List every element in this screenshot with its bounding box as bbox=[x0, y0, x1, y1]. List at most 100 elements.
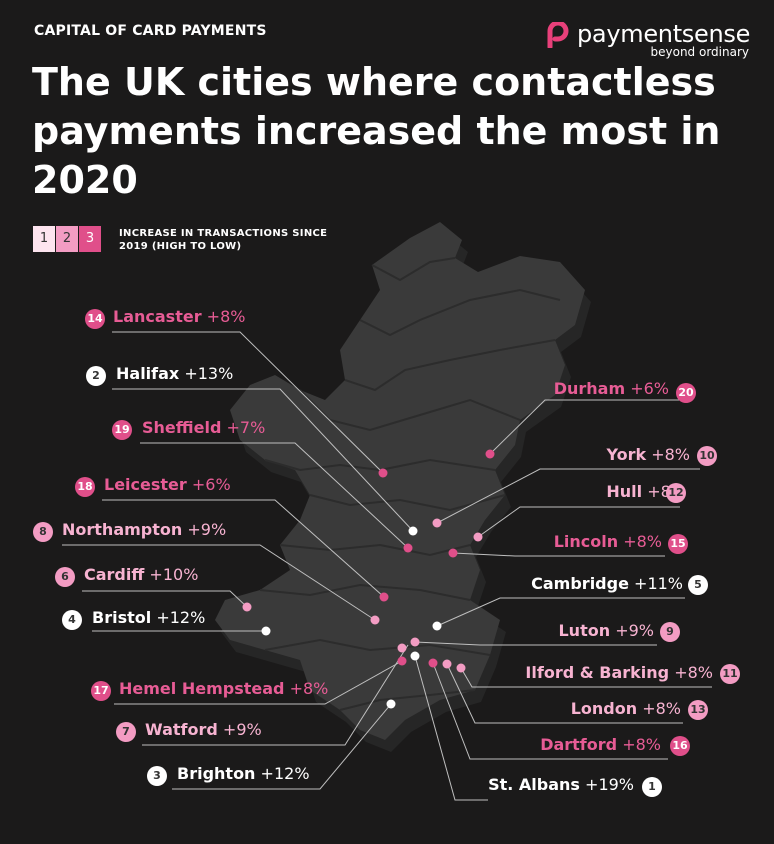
city-name: Hemel Hempstead bbox=[119, 679, 285, 698]
legend-tier-2: 2 bbox=[56, 226, 78, 252]
dot-bristol bbox=[261, 626, 271, 636]
leader-cambridge bbox=[436, 597, 685, 627]
city-label-bristol: Bristol +12% bbox=[92, 608, 205, 628]
rank-badge-brighton: 3 bbox=[147, 766, 167, 786]
legend-text: INCREASE IN TRANSACTIONS SINCE 2019 (HIG… bbox=[119, 228, 328, 252]
city-change: +6% bbox=[191, 475, 231, 494]
city-dots bbox=[242, 449, 495, 709]
dot-york bbox=[432, 518, 442, 528]
rank-badge-lincoln: 15 bbox=[668, 534, 688, 554]
rank-badge-leicester: 18 bbox=[75, 477, 95, 497]
city-name: London bbox=[570, 699, 638, 718]
city-change: +8% bbox=[642, 699, 681, 718]
leader-watford bbox=[142, 644, 409, 746]
dot-cambridge bbox=[432, 621, 442, 631]
city-label-lancaster: Lancaster +8% bbox=[113, 307, 245, 327]
city-label-leicester: Leicester +6% bbox=[104, 475, 231, 495]
city-label-stalbans: St. Albans +19% bbox=[488, 775, 634, 795]
leader-hemel bbox=[114, 660, 403, 705]
dot-london bbox=[442, 659, 452, 669]
uk-landmass bbox=[215, 222, 591, 752]
dot-brighton bbox=[386, 699, 396, 709]
city-name: Watford bbox=[145, 720, 218, 739]
dot-leicester bbox=[379, 592, 389, 602]
city-name: Halifax bbox=[116, 364, 180, 383]
city-change: +6% bbox=[630, 379, 669, 398]
city-change: +8% bbox=[622, 735, 661, 754]
city-label-watford: Watford +9% bbox=[145, 720, 262, 740]
dot-cardiff bbox=[242, 602, 252, 612]
leader-sheffield bbox=[140, 442, 409, 549]
city-change: +9% bbox=[615, 621, 654, 640]
city-name: Dartford bbox=[540, 735, 618, 754]
legend-tier-1: 1 bbox=[33, 226, 55, 252]
city-label-dartford: Dartford +8% bbox=[540, 735, 661, 755]
leader-lincoln bbox=[452, 552, 665, 557]
city-change: +19% bbox=[585, 775, 634, 794]
brand-tagline: beyond ordinary bbox=[650, 45, 750, 59]
city-name: Lincoln bbox=[553, 532, 619, 551]
dot-ilford bbox=[456, 663, 466, 673]
dot-sheffield bbox=[403, 543, 413, 553]
rank-badge-london: 13 bbox=[688, 700, 708, 720]
leader-cardiff bbox=[82, 590, 248, 608]
city-change: +7% bbox=[226, 418, 266, 437]
leader-northampton bbox=[62, 544, 376, 621]
leader-halifax bbox=[112, 388, 414, 532]
city-change: +9% bbox=[222, 720, 262, 739]
city-label-hemel: Hemel Hempstead +8% bbox=[119, 679, 328, 699]
dot-watford bbox=[397, 643, 407, 653]
leader-luton bbox=[414, 641, 657, 646]
city-name: Hull bbox=[606, 482, 643, 501]
paymentsense-logo-icon bbox=[547, 22, 569, 48]
rank-badge-york: 10 bbox=[697, 446, 717, 466]
city-label-durham: Durham +6% bbox=[554, 379, 669, 399]
city-label-ilford: Ilford & Barking +8% bbox=[525, 663, 713, 683]
city-change: +8% bbox=[623, 532, 662, 551]
rank-badge-northampton: 8 bbox=[33, 522, 53, 542]
city-label-northampton: Northampton +9% bbox=[62, 520, 226, 540]
rank-badge-cambridge: 5 bbox=[688, 575, 708, 595]
city-change: +8% bbox=[206, 307, 246, 326]
city-label-cambridge: Cambridge +11% bbox=[531, 574, 683, 594]
city-label-sheffield: Sheffield +7% bbox=[142, 418, 265, 438]
city-change: +9% bbox=[187, 520, 227, 539]
leader-hull bbox=[477, 506, 680, 538]
leader-brighton bbox=[172, 703, 392, 790]
dot-northampton bbox=[370, 615, 380, 625]
brand-name: paymentsense bbox=[577, 20, 751, 48]
city-change: +8% bbox=[674, 663, 713, 682]
city-label-london: London +8% bbox=[571, 699, 681, 719]
brand-logo: paymentsense beyond ordinary bbox=[547, 20, 757, 62]
city-name: Lancaster bbox=[113, 307, 202, 326]
city-label-halifax: Halifax +13% bbox=[116, 364, 233, 384]
city-name: Bristol bbox=[92, 608, 152, 627]
city-name: Brighton bbox=[177, 764, 256, 783]
dot-hemel bbox=[397, 656, 407, 666]
dot-dartford bbox=[428, 658, 438, 668]
city-change: +12% bbox=[260, 764, 310, 783]
city-change: +8% bbox=[651, 445, 690, 464]
city-name: Cardiff bbox=[84, 565, 145, 584]
dot-durham bbox=[485, 449, 495, 459]
leader-lancaster bbox=[112, 331, 384, 474]
rank-badge-dartford: 16 bbox=[670, 736, 690, 756]
leader-london bbox=[446, 663, 683, 724]
city-change: +12% bbox=[156, 608, 206, 627]
rank-badge-ilford: 11 bbox=[720, 664, 740, 684]
rank-badge-watford: 7 bbox=[116, 722, 136, 742]
city-change: +13% bbox=[184, 364, 234, 383]
dot-stalbans bbox=[410, 651, 420, 661]
rank-badge-luton: 9 bbox=[660, 622, 680, 642]
rank-badge-stalbans: 1 bbox=[642, 777, 662, 797]
city-name: Sheffield bbox=[142, 418, 222, 437]
rank-badge-lancaster: 14 bbox=[85, 309, 105, 329]
dot-lancaster bbox=[378, 468, 388, 478]
leader-durham bbox=[489, 399, 685, 455]
city-change: +11% bbox=[634, 574, 683, 593]
city-change: +8% bbox=[289, 679, 329, 698]
rank-badge-sheffield: 19 bbox=[112, 420, 132, 440]
city-name: Cambridge bbox=[531, 574, 629, 593]
dot-hull bbox=[473, 532, 483, 542]
